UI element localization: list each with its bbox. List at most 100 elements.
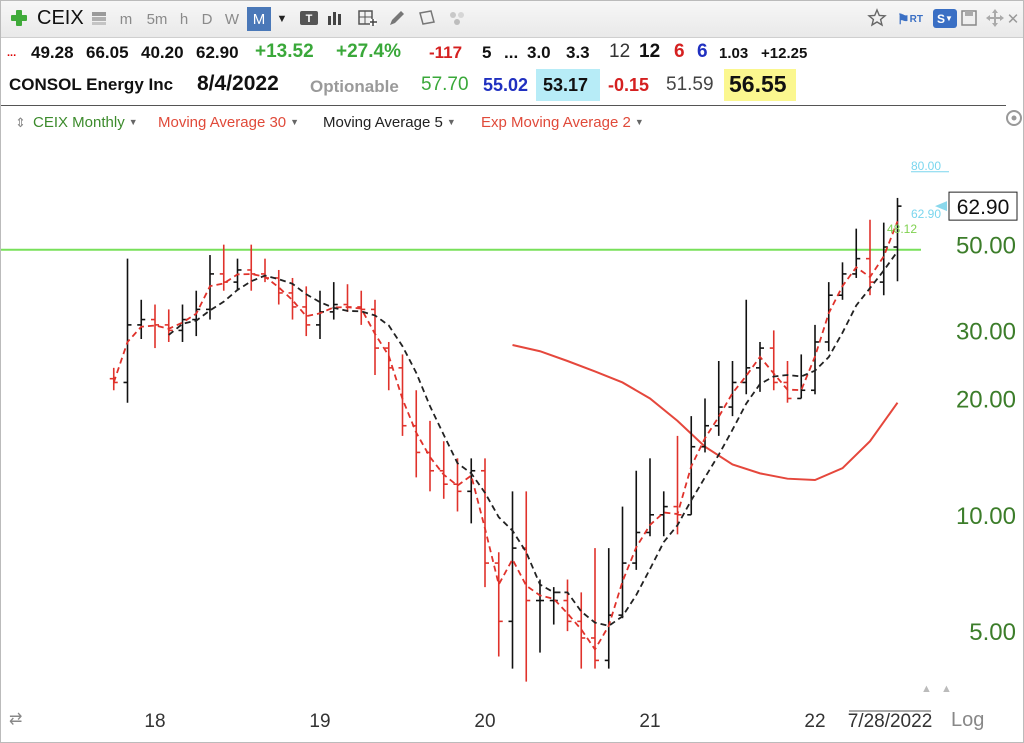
pan-arrows-icon[interactable]: ⇄ bbox=[9, 711, 23, 728]
open-value: 49.28 bbox=[31, 43, 74, 62]
ohlc-bar bbox=[838, 262, 847, 300]
toolbar: CEIX m 5m h D W M ▼ T bbox=[1, 1, 1023, 38]
legend-ma30-item[interactable]: Moving Average 30 ▼ bbox=[158, 114, 300, 131]
change-percent: +27.4% bbox=[336, 41, 401, 62]
ohlc-bar bbox=[728, 360, 737, 417]
y-axis-tick-label: 5.00 bbox=[969, 619, 1016, 646]
ohlc-bar bbox=[783, 360, 792, 403]
stat-9: 6 bbox=[697, 41, 708, 62]
legend-ma5-item[interactable]: Moving Average 5 ▼ bbox=[323, 114, 456, 131]
text-tool-icon[interactable]: T bbox=[299, 8, 319, 28]
ma-tag-cyan: 62.90 bbox=[911, 207, 941, 221]
period-minute[interactable]: m bbox=[119, 10, 133, 28]
ohlc-bar bbox=[742, 299, 751, 395]
ohlc-bar bbox=[866, 219, 874, 296]
y-axis-tick-label: 10.00 bbox=[956, 503, 1016, 530]
symbol-input[interactable]: CEIX bbox=[37, 7, 84, 29]
row1-ellipsis: ... bbox=[7, 47, 17, 59]
ohlc-bar bbox=[714, 360, 723, 436]
x-axis-tick-label: 21 bbox=[639, 711, 660, 732]
row2-stat-6-highlight bbox=[724, 69, 796, 101]
legend-ema2-item[interactable]: Exp Moving Average 2 ▼ bbox=[481, 114, 644, 131]
ohlc-bar bbox=[536, 579, 544, 653]
stat-4: 3.0 bbox=[527, 43, 551, 62]
x-axis-tick-label: 20 bbox=[474, 711, 495, 732]
realtime-label: RT bbox=[909, 13, 923, 25]
y-axis-tick-label: 30.00 bbox=[956, 318, 1016, 345]
period-week[interactable]: W bbox=[224, 10, 240, 28]
y-axis-tick-label: 20.00 bbox=[956, 386, 1016, 413]
x-axis-tick-label: 18 bbox=[144, 711, 165, 732]
stat-6: 12 bbox=[609, 41, 631, 62]
stat-3: ... bbox=[504, 43, 519, 62]
ohlc-bar bbox=[164, 309, 173, 342]
draw-pencil-icon[interactable] bbox=[387, 8, 407, 28]
ohlc-bar bbox=[329, 282, 338, 320]
settings-wheel-icon[interactable] bbox=[1005, 109, 1023, 127]
x-axis-tick-label: 19 bbox=[309, 711, 330, 732]
low-value: 40.20 bbox=[141, 43, 184, 62]
ohlc-bar bbox=[893, 197, 902, 282]
last-date-label: 7/28/2022 bbox=[848, 711, 933, 732]
ohlc-bar bbox=[618, 506, 627, 619]
x-axis-tick-label: 22 bbox=[804, 711, 825, 732]
ohlc-bar bbox=[824, 282, 833, 352]
add-icon[interactable] bbox=[9, 8, 29, 28]
sync-s-label: S bbox=[937, 11, 946, 26]
ohlc-bar bbox=[439, 441, 448, 499]
stat-8: 6 bbox=[674, 41, 685, 62]
ohlc-bar bbox=[604, 548, 613, 669]
legend-symbol-label: CEIX Monthly bbox=[33, 114, 125, 131]
realtime-flag-icon[interactable]: ⚑ RT bbox=[897, 10, 923, 27]
sync-s-button[interactable]: S ▼ bbox=[933, 9, 957, 28]
period-dropdown-icon[interactable]: ▼ bbox=[276, 13, 288, 25]
ohlc-bar bbox=[137, 299, 146, 340]
favorite-star-icon[interactable] bbox=[867, 8, 887, 28]
close-icon[interactable]: ✕ bbox=[1006, 11, 1020, 28]
stat-1: -117 bbox=[429, 43, 463, 62]
period-month[interactable]: M bbox=[247, 7, 271, 31]
stat-7: 12 bbox=[639, 41, 661, 62]
period-hour[interactable]: h bbox=[179, 10, 189, 28]
ohlc-bar bbox=[151, 304, 159, 349]
row2-stat-6: 56.55 bbox=[729, 71, 787, 97]
stack-icon[interactable] bbox=[89, 8, 109, 28]
ohlc-bar bbox=[879, 222, 888, 296]
period-day[interactable]: D bbox=[201, 10, 213, 28]
note-icon[interactable] bbox=[417, 8, 437, 28]
log-scale-toggle[interactable]: Log bbox=[951, 709, 985, 731]
ohlc-bar bbox=[467, 458, 476, 524]
move-icon[interactable] bbox=[985, 8, 1005, 28]
ohlc-bar bbox=[646, 458, 654, 537]
grid-add-icon[interactable] bbox=[357, 8, 377, 28]
ohlc-bar bbox=[371, 299, 379, 375]
ema2-line bbox=[112, 220, 899, 652]
ohlc-bar bbox=[673, 435, 682, 535]
save-icon[interactable] bbox=[959, 8, 979, 28]
last-price-box bbox=[948, 191, 1018, 221]
chart-legend: ⇕ CEIX Monthly ▼ Moving Average 30 ▼ Movin… bbox=[1, 111, 701, 135]
stat-5: 3.3 bbox=[566, 43, 590, 62]
scroll-up-icon-2[interactable]: ▲ bbox=[941, 683, 952, 695]
legend-symbol-item[interactable]: CEIX Monthly ▼ bbox=[33, 114, 138, 131]
row2-stat-4: -0.15 bbox=[608, 75, 650, 95]
row2-stat-1: 57.70 bbox=[421, 74, 469, 95]
legend-ema2-label: Exp Moving Average 2 bbox=[481, 114, 631, 131]
last-price-pointer bbox=[935, 201, 947, 212]
ohlc-bar bbox=[563, 579, 572, 632]
row2-stat-3: 53.17 bbox=[543, 75, 589, 95]
change-value: +13.52 bbox=[255, 41, 314, 62]
stat-11: +12.25 bbox=[761, 45, 808, 62]
legend-scroll-icon[interactable]: ⇕ bbox=[15, 115, 26, 130]
period-5-minute[interactable]: 5m bbox=[146, 10, 168, 28]
bar-chart-icon[interactable] bbox=[325, 8, 345, 28]
scan-dots-icon[interactable] bbox=[447, 8, 467, 28]
ohlc-bar bbox=[426, 420, 434, 492]
scroll-up-icon[interactable]: ▲ bbox=[921, 683, 932, 695]
ohlc-bar bbox=[316, 290, 324, 340]
ohlc-bar bbox=[481, 458, 489, 588]
optionable-label: Optionable bbox=[310, 77, 399, 96]
ohlc-bar bbox=[494, 552, 503, 657]
